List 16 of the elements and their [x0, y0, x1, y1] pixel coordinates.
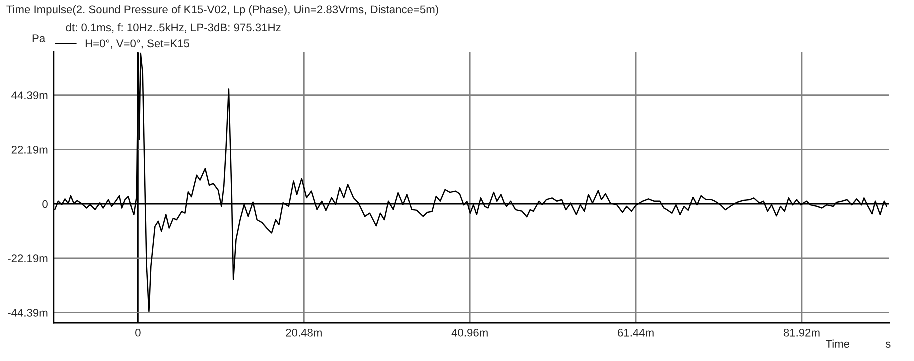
x-tick-label: 20.48m: [286, 328, 322, 337]
y-tick-label: -44.39m: [8, 309, 48, 317]
chart-subtitle: dt: 0.1ms, f: 10Hz..5kHz, LP-3dB: 975.31Hz: [66, 23, 281, 33]
x-tick-label: 81.92m: [784, 328, 820, 337]
x-tick-label: 40.96m: [452, 328, 488, 337]
y-axis-title: Pa: [32, 34, 46, 42]
y-tick-label: 22.19m: [12, 146, 48, 154]
legend-label: H=0°, V=0°, Set=K15: [86, 40, 190, 49]
y-tick-label: 44.39m: [12, 92, 48, 100]
x-tick-label: 0: [136, 328, 141, 337]
x-tick-label: 61.44m: [618, 328, 654, 337]
y-tick-label: 0: [42, 200, 48, 208]
chart-title: Time Impulse(2. Sound Pressure of K15-V02, Lp (Phase), Uin=2.83Vrms, Distance=5m): [6, 5, 438, 16]
x-axis-title: Time: [826, 340, 850, 348]
y-tick-label: -22.19m: [8, 254, 48, 263]
text: s: [886, 342, 891, 348]
